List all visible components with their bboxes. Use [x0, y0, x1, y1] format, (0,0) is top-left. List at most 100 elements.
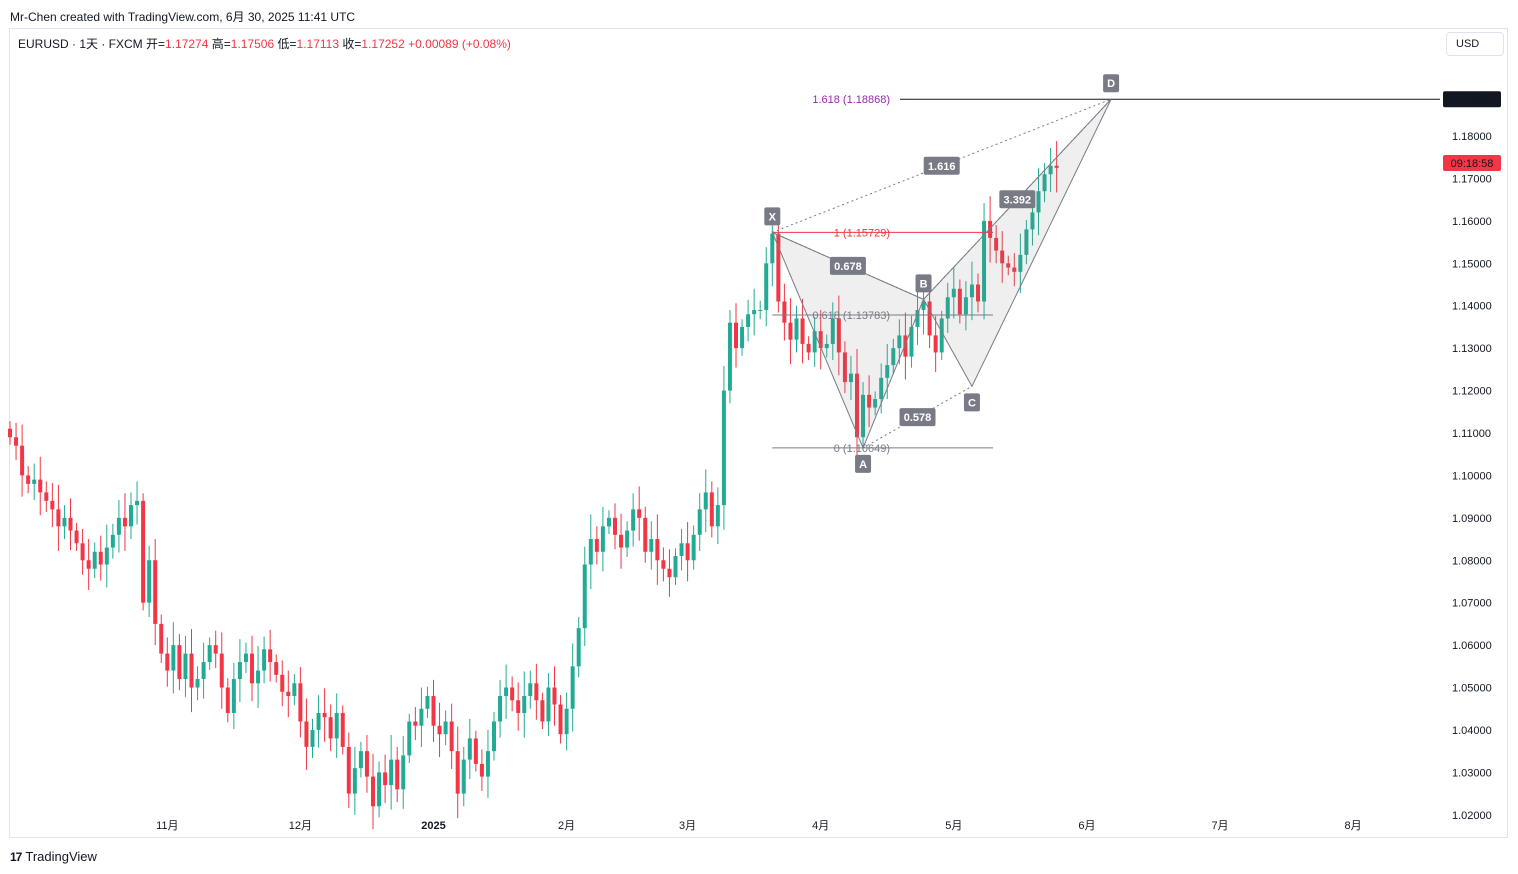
candle-body	[758, 309, 763, 311]
price-tick: 1.10000	[1452, 470, 1492, 482]
candle-body	[776, 233, 781, 302]
candle-body	[207, 645, 212, 663]
candle-body	[407, 721, 412, 756]
candle-body	[903, 335, 908, 357]
candle-body	[352, 768, 357, 794]
candle-body	[721, 390, 726, 506]
candle-body	[915, 309, 920, 327]
candle-body	[280, 674, 285, 692]
time-tick: 5月	[945, 820, 962, 832]
candle-body	[213, 645, 218, 654]
candle-body	[842, 352, 847, 383]
point-label-c: C	[968, 397, 976, 409]
candle-body	[364, 751, 369, 777]
time-tick: 6月	[1078, 820, 1095, 832]
price-tick: 1.12000	[1452, 386, 1492, 398]
candle-body	[14, 437, 19, 446]
symbol-legend: EURUSD · 1天 · FXCM 开=1.17274 高=1.17506 低…	[18, 35, 511, 52]
candle-body	[268, 649, 273, 663]
symbol-name[interactable]: EURUSD · 1天 · FXCM	[18, 37, 143, 51]
candle-body	[141, 500, 146, 603]
time-tick: 2025	[421, 820, 445, 832]
candle-body	[1012, 267, 1017, 272]
candle-body	[413, 721, 418, 726]
candle-body	[619, 534, 624, 548]
candle-body	[425, 696, 430, 709]
candle-body	[836, 318, 841, 353]
candle-body	[552, 687, 557, 705]
price-tick: 1.07000	[1452, 598, 1492, 610]
candle-body	[237, 662, 242, 680]
candle-body	[443, 721, 448, 735]
price-tick: 1.08000	[1452, 555, 1492, 567]
candle-body	[794, 318, 799, 340]
point-label-x: X	[769, 211, 777, 223]
candle-body	[298, 683, 303, 722]
candle-body	[195, 679, 200, 688]
price-tick: 1.03000	[1452, 767, 1492, 779]
candle-body	[437, 725, 442, 735]
candle-body	[643, 517, 648, 552]
candle-body	[576, 628, 581, 667]
candle-body	[395, 759, 400, 790]
candle-body	[570, 666, 575, 709]
candle-body	[340, 712, 345, 747]
time-tick: 2月	[558, 820, 575, 832]
candle-body	[691, 534, 696, 561]
price-tags: 1.18868 09:18:58	[1443, 91, 1501, 171]
candle-body	[830, 318, 835, 344]
candle-body	[189, 653, 194, 688]
candle-body	[504, 687, 509, 697]
candle-body	[824, 343, 829, 349]
candle-body	[492, 721, 496, 752]
candle-body	[861, 394, 866, 438]
fib-layer: 1.618 (1.18868) 1 (1.15729) 0.618 (1.13783…	[772, 94, 1440, 455]
pattern-layer: 0.678 0.578 3.392 1.616 X A B C D	[764, 74, 1120, 473]
tradingview-brand[interactable]: 17 TradingView	[10, 849, 97, 864]
candle-body	[159, 623, 164, 654]
candle-body	[540, 700, 545, 722]
candle-body	[1018, 254, 1023, 272]
high-value: 1.17506	[230, 37, 275, 51]
candle-body	[534, 683, 539, 701]
candle-body	[625, 530, 630, 548]
price-tick: 1.17000	[1452, 173, 1492, 185]
candle-body	[528, 683, 533, 697]
candle-body	[697, 509, 702, 535]
price-axis: 1.02000 1.03000 1.04000 1.05000 1.06000 1.070…	[1452, 131, 1492, 822]
candle-body	[80, 543, 85, 561]
candle-body	[98, 551, 103, 565]
high-label: 高=	[211, 37, 231, 51]
candle-body	[334, 712, 339, 739]
candle-body	[891, 348, 896, 366]
point-badge	[1103, 74, 1120, 93]
candle-body	[812, 331, 817, 353]
candle-body	[274, 662, 279, 675]
change-value: +0.00089 (+0.08%)	[408, 37, 511, 51]
candle-body	[673, 556, 678, 578]
candle-body	[879, 377, 884, 400]
candle-body	[1036, 191, 1041, 213]
candle-body	[401, 755, 406, 790]
time-tick: 11月	[156, 820, 178, 832]
candle-body	[243, 653, 248, 663]
currency-button[interactable]: USD	[1446, 32, 1504, 56]
ratio-badge	[829, 256, 866, 275]
candle-body	[788, 322, 793, 340]
ratio-line	[862, 385, 973, 449]
candle-body	[92, 551, 97, 569]
candle-body	[510, 687, 515, 701]
candle-body	[122, 517, 127, 527]
candle-body	[600, 526, 605, 552]
candle-body	[32, 479, 37, 484]
last-price-tag	[1443, 91, 1501, 108]
candle-body	[963, 297, 968, 315]
candle-body	[104, 547, 109, 565]
candle-body	[522, 696, 527, 713]
price-tick: 1.13000	[1452, 343, 1492, 355]
candle-body	[231, 679, 236, 713]
point-label-a: A	[859, 459, 867, 471]
candle-body	[498, 696, 503, 722]
candle-body	[649, 539, 654, 552]
